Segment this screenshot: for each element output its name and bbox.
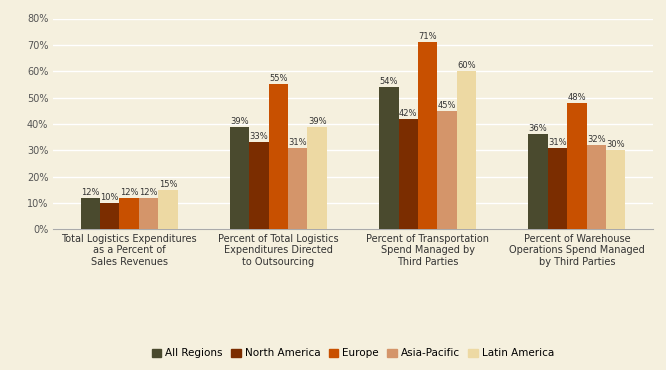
Text: 55%: 55% <box>269 74 288 83</box>
Text: 36%: 36% <box>529 124 547 134</box>
Bar <box>288 148 308 229</box>
Text: 71%: 71% <box>418 32 437 41</box>
Bar <box>139 198 158 229</box>
Bar <box>418 42 438 229</box>
Bar <box>457 71 476 229</box>
Bar <box>230 127 249 229</box>
Text: 31%: 31% <box>548 138 567 147</box>
Bar <box>438 111 457 229</box>
Text: 10%: 10% <box>101 193 119 202</box>
Legend: All Regions, North America, Europe, Asia-Pacific, Latin America: All Regions, North America, Europe, Asia… <box>148 344 558 363</box>
Bar <box>528 134 548 229</box>
Bar <box>567 103 587 229</box>
Bar <box>268 84 288 229</box>
Text: 42%: 42% <box>399 109 418 118</box>
Text: 33%: 33% <box>250 132 268 141</box>
Bar <box>308 127 327 229</box>
Text: 30%: 30% <box>607 140 625 149</box>
Text: 32%: 32% <box>587 135 605 144</box>
Text: 60%: 60% <box>457 61 476 70</box>
Text: 45%: 45% <box>438 101 456 110</box>
Text: 15%: 15% <box>159 180 177 189</box>
Text: 12%: 12% <box>120 188 139 197</box>
Text: 39%: 39% <box>230 117 249 125</box>
Bar <box>398 119 418 229</box>
Bar <box>100 203 119 229</box>
Text: 31%: 31% <box>288 138 307 147</box>
Bar <box>548 148 567 229</box>
Bar <box>379 87 398 229</box>
Bar <box>249 142 268 229</box>
Text: 39%: 39% <box>308 117 326 125</box>
Bar <box>587 145 606 229</box>
Bar <box>119 198 139 229</box>
Text: 12%: 12% <box>139 188 158 197</box>
Text: 48%: 48% <box>567 93 586 102</box>
Bar <box>606 150 625 229</box>
Bar <box>158 190 178 229</box>
Text: 12%: 12% <box>81 188 99 197</box>
Bar <box>81 198 100 229</box>
Text: 54%: 54% <box>380 77 398 86</box>
